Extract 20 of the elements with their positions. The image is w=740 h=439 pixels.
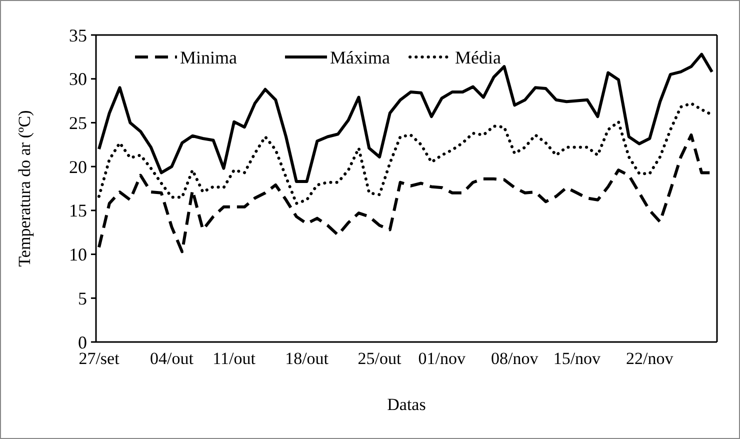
x-tick-label: 22/nov <box>626 349 674 368</box>
y-tick-label: 15 <box>69 200 87 221</box>
x-tick-label: 25/out <box>358 349 402 368</box>
y-tick-label: 30 <box>69 69 87 90</box>
y-axis-title: Temperatura do ar (ºC) <box>15 110 34 267</box>
x-tick-label: 04/out <box>150 349 194 368</box>
legend-label: Minima <box>180 47 238 68</box>
y-tick-label: 10 <box>69 244 87 265</box>
y-tick-label: 20 <box>69 156 87 177</box>
y-tick-label: 5 <box>78 288 87 308</box>
x-axis-title: Datas <box>387 395 426 414</box>
y-tick-label: 35 <box>69 25 87 46</box>
x-tick-label: 11/out <box>212 349 256 368</box>
x-tick-label: 18/out <box>285 349 329 368</box>
legend-label: Média <box>455 47 501 68</box>
y-tick-label: 25 <box>69 113 87 134</box>
x-tick-label: 01/nov <box>418 349 466 368</box>
legend-label: Máxima <box>330 47 390 68</box>
x-tick-label: 08/nov <box>490 349 539 368</box>
x-tick-label: 15/nov <box>553 349 602 368</box>
